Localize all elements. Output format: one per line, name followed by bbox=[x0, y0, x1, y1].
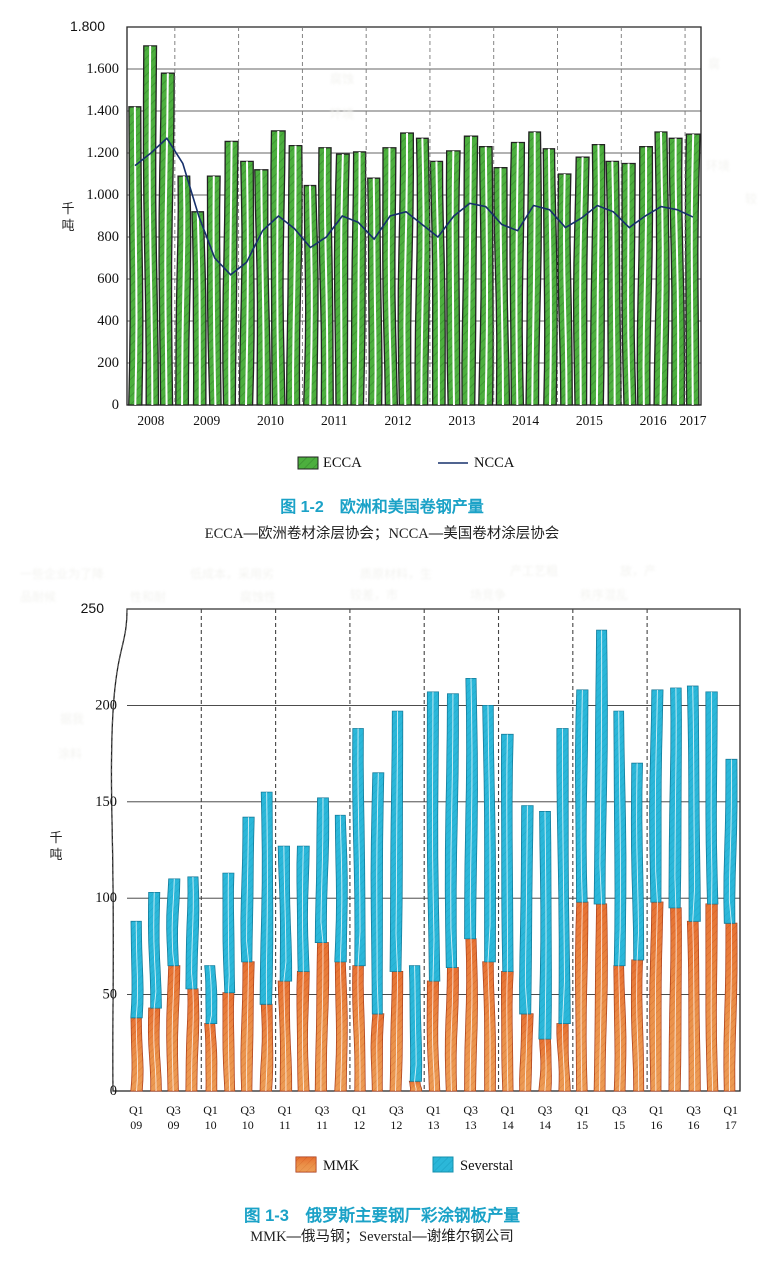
svg-text:12: 12 bbox=[353, 1118, 365, 1132]
svg-text:图 1-2 欧洲和美国卷钢产量: 图 1-2 欧洲和美国卷钢产量 bbox=[280, 497, 484, 516]
svg-text:Q3: Q3 bbox=[612, 1103, 627, 1117]
svg-text:2008: 2008 bbox=[137, 413, 164, 428]
svg-text:1.400: 1.400 bbox=[86, 103, 119, 119]
svg-text:10: 10 bbox=[205, 1118, 217, 1132]
svg-text:2015: 2015 bbox=[576, 413, 603, 428]
svg-text:2014: 2014 bbox=[512, 413, 539, 428]
svg-text:1.800: 1.800 bbox=[70, 18, 105, 34]
svg-text:600: 600 bbox=[97, 271, 119, 287]
svg-text:16: 16 bbox=[688, 1118, 700, 1132]
svg-text:吨: 吨 bbox=[61, 218, 74, 233]
svg-text:2013: 2013 bbox=[448, 413, 475, 428]
svg-text:200: 200 bbox=[97, 355, 119, 371]
svg-text:14: 14 bbox=[539, 1118, 551, 1132]
svg-text:MMK: MMK bbox=[323, 1158, 360, 1174]
svg-text:150: 150 bbox=[95, 794, 117, 810]
svg-text:50: 50 bbox=[103, 987, 118, 1003]
svg-text:11: 11 bbox=[279, 1118, 291, 1132]
svg-text:12: 12 bbox=[390, 1118, 402, 1132]
svg-text:Q1: Q1 bbox=[500, 1103, 515, 1117]
svg-text:Q1: Q1 bbox=[723, 1103, 738, 1117]
svg-text:Q3: Q3 bbox=[166, 1103, 181, 1117]
svg-text:Q3: Q3 bbox=[686, 1103, 701, 1117]
svg-text:2011: 2011 bbox=[321, 413, 348, 428]
svg-text:2009: 2009 bbox=[193, 413, 220, 428]
svg-text:2012: 2012 bbox=[385, 413, 412, 428]
svg-text:2017: 2017 bbox=[680, 413, 707, 428]
svg-text:Q3: Q3 bbox=[463, 1103, 478, 1117]
svg-text:Q3: Q3 bbox=[240, 1103, 255, 1117]
svg-text:17: 17 bbox=[725, 1118, 737, 1132]
svg-text:10: 10 bbox=[242, 1118, 254, 1132]
svg-text:Q1: Q1 bbox=[129, 1103, 144, 1117]
svg-text:Q1: Q1 bbox=[278, 1103, 293, 1117]
svg-text:Severstal: Severstal bbox=[460, 1158, 513, 1174]
svg-text:100: 100 bbox=[95, 890, 117, 906]
svg-text:Q1: Q1 bbox=[352, 1103, 367, 1117]
svg-text:14: 14 bbox=[502, 1118, 514, 1132]
svg-text:250: 250 bbox=[81, 600, 105, 616]
svg-text:09: 09 bbox=[167, 1118, 179, 1132]
svg-text:11: 11 bbox=[316, 1118, 328, 1132]
svg-text:Q1: Q1 bbox=[203, 1103, 218, 1117]
svg-text:Q3: Q3 bbox=[315, 1103, 330, 1117]
svg-text:2016: 2016 bbox=[640, 413, 667, 428]
svg-text:09: 09 bbox=[130, 1118, 142, 1132]
svg-text:13: 13 bbox=[465, 1118, 477, 1132]
svg-text:MMK—俄马钢；Severstal—谢维尔钢公司: MMK—俄马钢；Severstal—谢维尔钢公司 bbox=[250, 1228, 513, 1245]
svg-text:Q3: Q3 bbox=[389, 1103, 404, 1117]
svg-text:0: 0 bbox=[110, 1083, 117, 1099]
svg-text:Q3: Q3 bbox=[538, 1103, 553, 1117]
svg-text:0: 0 bbox=[112, 397, 119, 413]
svg-text:200: 200 bbox=[95, 697, 117, 713]
svg-text:400: 400 bbox=[97, 313, 119, 329]
svg-text:1.600: 1.600 bbox=[86, 61, 119, 77]
svg-text:千: 千 bbox=[61, 201, 74, 216]
svg-text:15: 15 bbox=[613, 1118, 625, 1132]
svg-text:ECCA—欧洲卷材涂层协会；NCCA—美国卷材涂层协会: ECCA—欧洲卷材涂层协会；NCCA—美国卷材涂层协会 bbox=[205, 525, 559, 542]
svg-text:Q1: Q1 bbox=[426, 1103, 441, 1117]
svg-text:2010: 2010 bbox=[257, 413, 284, 428]
svg-text:1.000: 1.000 bbox=[86, 187, 119, 203]
svg-text:Q1: Q1 bbox=[649, 1103, 664, 1117]
svg-text:Q1: Q1 bbox=[575, 1103, 590, 1117]
svg-text:800: 800 bbox=[97, 229, 119, 245]
svg-text:NCCA: NCCA bbox=[474, 455, 515, 471]
svg-text:千: 千 bbox=[49, 830, 62, 845]
svg-text:1.200: 1.200 bbox=[86, 145, 119, 161]
svg-text:16: 16 bbox=[650, 1118, 662, 1132]
svg-text:13: 13 bbox=[428, 1118, 440, 1132]
svg-text:吨: 吨 bbox=[49, 847, 62, 862]
svg-text:ECCA: ECCA bbox=[323, 455, 362, 471]
svg-text:15: 15 bbox=[576, 1118, 588, 1132]
svg-text:图 1-3 俄罗斯主要钢厂彩涂钢板产量: 图 1-3 俄罗斯主要钢厂彩涂钢板产量 bbox=[244, 1205, 520, 1225]
